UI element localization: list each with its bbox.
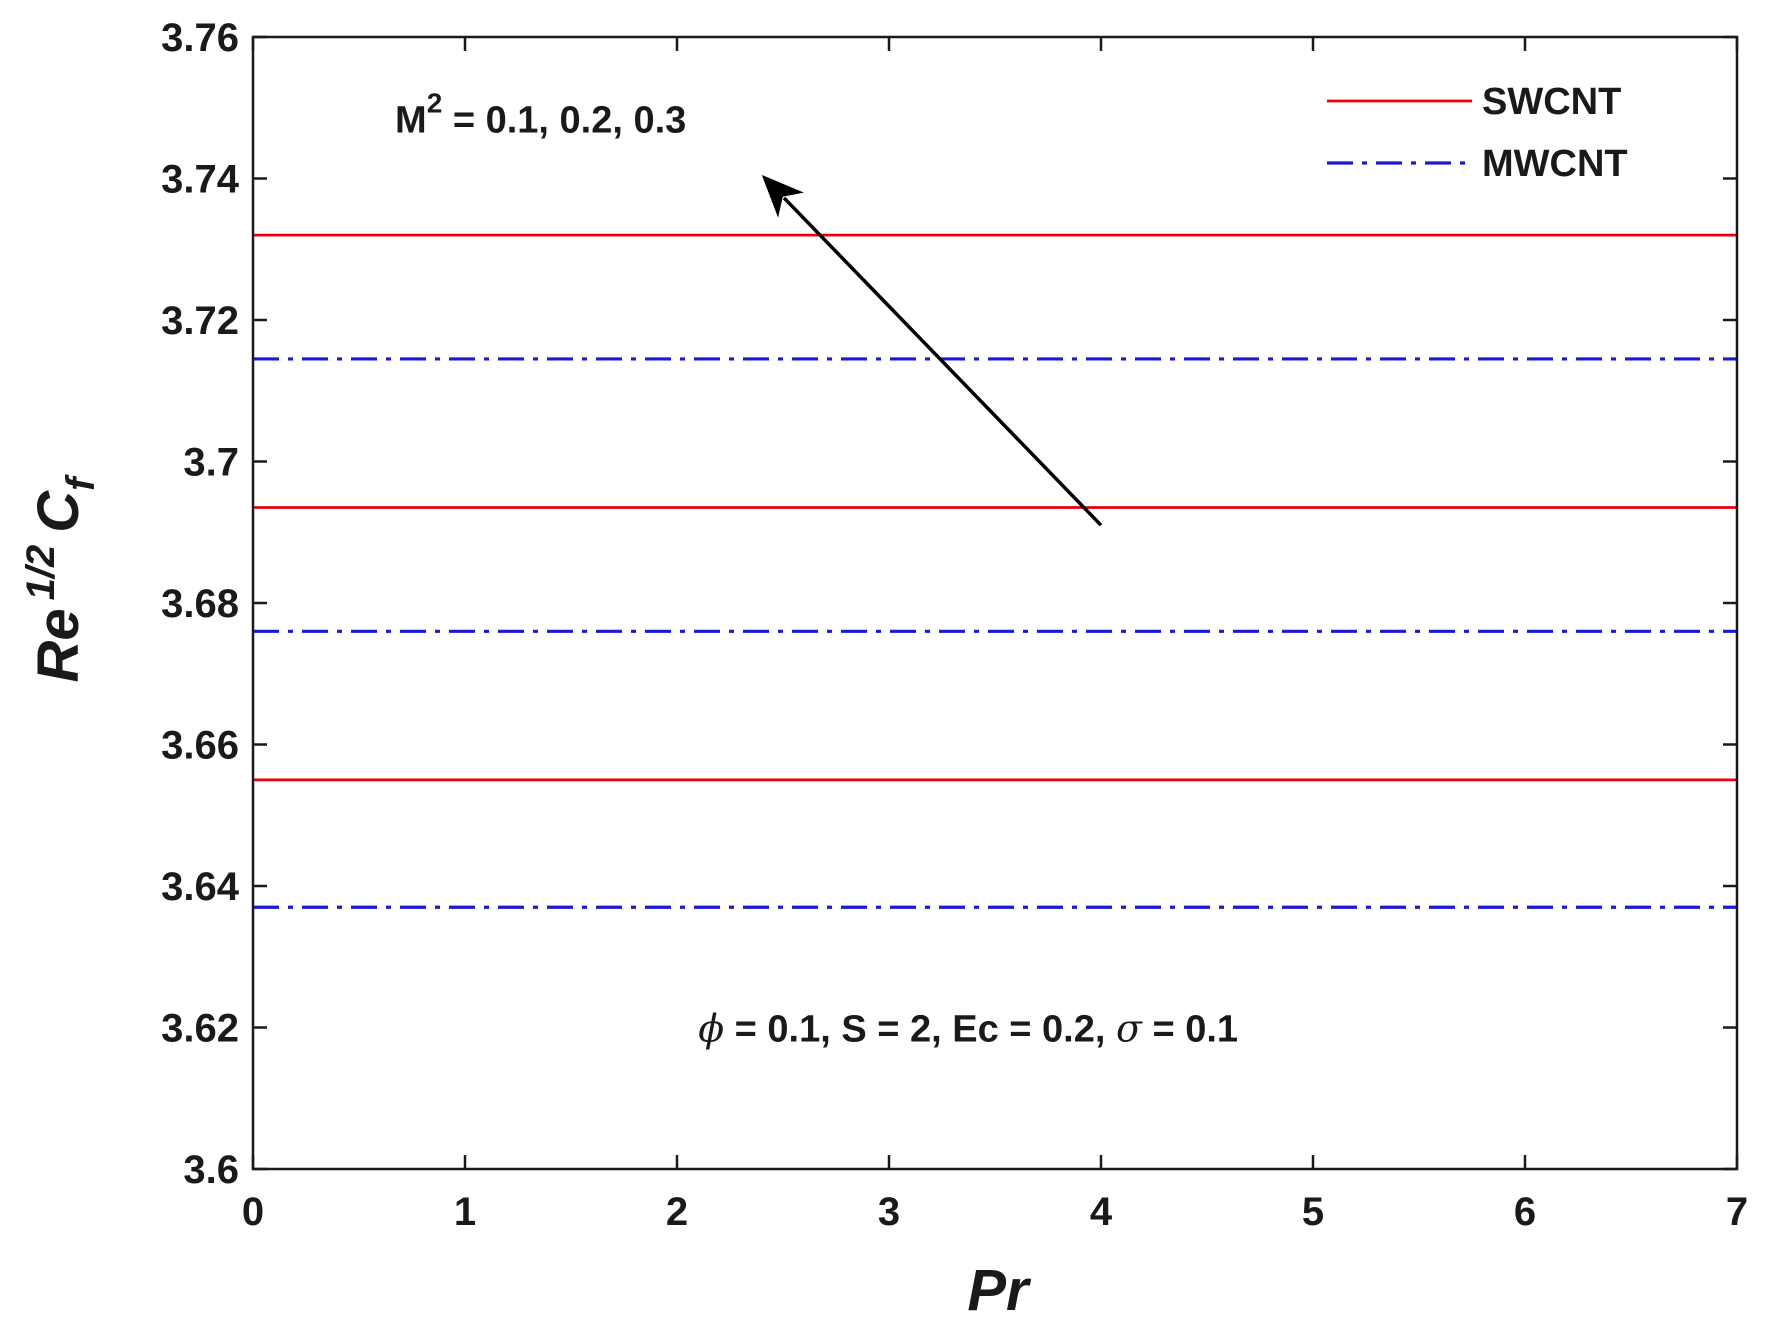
y-tick-label: 3.64 [161, 865, 240, 909]
m-label-sup: 2 [427, 88, 443, 119]
y-axis-title-sub: f [59, 474, 103, 491]
legend-label-mwcnt: MWCNT [1482, 143, 1628, 185]
x-tick-label: 0 [242, 1190, 264, 1234]
y-axis-title-sup: 1/2 [19, 545, 63, 601]
m-label: M2 = 0.1, 0.2, 0.3 [395, 88, 686, 142]
y-tick-label: 3.76 [161, 16, 239, 60]
phi-symbol: ϕ [698, 1007, 724, 1051]
arrow-line [782, 196, 1103, 527]
x-tick-label: 6 [1514, 1190, 1536, 1234]
sigma-symbol: σ [1116, 1007, 1143, 1051]
x-tick-label: 4 [1090, 1190, 1113, 1234]
y-axis-title: Re 1/2 Cf [19, 474, 103, 683]
y-tick-label: 3.62 [161, 1007, 239, 1051]
y-axis-title-base: Re [26, 608, 91, 682]
x-tick-label: 2 [666, 1190, 688, 1234]
params-part2: = 0.1 [1142, 1009, 1238, 1051]
y-tick-label: 3.7 [183, 441, 239, 485]
y-tick-label: 3.74 [161, 158, 240, 202]
y-axis-title-main: C [26, 490, 91, 533]
y-tick-label: 3.66 [161, 724, 239, 768]
x-tick-label: 5 [1302, 1190, 1324, 1234]
arrow-head [761, 174, 804, 218]
y-tick-label: 3.72 [161, 299, 239, 343]
params-part1: = 0.1, S = 2, Ec = 0.2, [724, 1009, 1116, 1051]
y-tick-label: 3.68 [161, 582, 239, 626]
m-label-rest: = 0.1, 0.2, 0.3 [442, 100, 686, 142]
x-tick-label: 7 [1726, 1190, 1748, 1234]
params-label: ϕ = 0.1, S = 2, Ec = 0.2, σ = 0.1 [698, 1007, 1238, 1051]
x-axis-title: Pr [967, 1258, 1032, 1323]
x-tick-label: 3 [878, 1190, 900, 1234]
svg-text:Re1/2Cf: Re 1/2 Cf [19, 474, 103, 683]
series-layer [253, 233, 1737, 909]
x-tick-label: 1 [454, 1190, 476, 1234]
legend: SWCNT MWCNT [1327, 81, 1628, 185]
m-label-base: M [395, 100, 427, 142]
arrow-annotation [761, 174, 1103, 527]
ticks-layer: 0 1 2 3 4 5 6 7 3.6 3.62 3.64 3.66 3.68 3.7 3.72 3.74 3.… [161, 16, 1748, 1234]
legend-label-swcnt: SWCNT [1482, 81, 1621, 123]
y-tick-label: 3.6 [183, 1148, 239, 1192]
